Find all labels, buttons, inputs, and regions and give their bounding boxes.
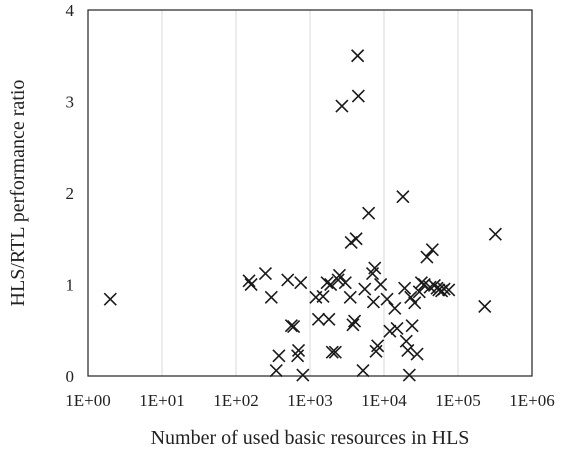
data-point [398, 281, 412, 295]
data-point [244, 277, 258, 292]
data-point [242, 274, 256, 288]
data-point [328, 345, 342, 359]
data-point [343, 290, 357, 304]
data-point [335, 99, 349, 113]
data-point [368, 261, 382, 275]
y-tick-label: 3 [66, 93, 75, 112]
data-point [296, 368, 310, 382]
data-markers [103, 49, 502, 382]
data-point [356, 363, 370, 378]
data-point [331, 273, 345, 287]
plot-area [87, 9, 533, 377]
data-point [311, 312, 325, 326]
y-tick-label: 0 [66, 367, 75, 386]
data-point [420, 250, 434, 264]
vertical-gridlines [161, 10, 459, 376]
data-point [287, 320, 301, 334]
data-point [380, 292, 394, 306]
data-point [371, 339, 385, 353]
x-tick-label: 1E+06 [509, 391, 554, 410]
y-tick-label: 2 [66, 184, 75, 203]
data-point [103, 292, 117, 306]
data-point [347, 314, 362, 328]
y-axis-tick-labels: 0 1 2 3 4 [66, 1, 75, 386]
data-point [401, 343, 415, 357]
data-point [374, 277, 388, 292]
data-point [402, 368, 416, 382]
data-point [281, 273, 295, 287]
x-axis-title: Number of used basic resources in HLS [151, 427, 470, 449]
data-point [291, 343, 306, 357]
data-point [351, 89, 365, 103]
data-point [291, 349, 305, 363]
data-point [358, 282, 372, 296]
data-point [405, 319, 419, 333]
data-point [478, 299, 492, 314]
y-axis-title: HLS/RTL performance ratio [7, 80, 29, 307]
data-point [388, 301, 402, 315]
data-point [316, 289, 330, 303]
data-point [346, 318, 360, 332]
data-point [322, 312, 336, 326]
data-point [284, 319, 298, 333]
y-tick-label: 4 [66, 1, 75, 20]
data-point [362, 206, 376, 220]
x-tick-label: 1E+05 [435, 391, 480, 410]
data-point [404, 290, 418, 304]
data-point [390, 321, 404, 335]
data-point [396, 190, 410, 204]
data-point [425, 243, 439, 257]
data-point [264, 290, 278, 304]
data-point [325, 345, 339, 359]
data-point [338, 276, 352, 290]
x-tick-label: 1E+02 [213, 391, 258, 410]
data-point [383, 324, 397, 338]
data-point [349, 232, 363, 246]
x-tick-label: 1E+00 [65, 391, 110, 410]
x-tick-label: 1E+01 [139, 391, 184, 410]
data-point [258, 266, 273, 281]
data-point [320, 276, 334, 290]
data-point [272, 349, 286, 363]
x-tick-label: 1E+04 [361, 391, 407, 410]
data-point [437, 282, 451, 296]
y-tick-label: 1 [66, 276, 75, 295]
data-point [269, 363, 283, 378]
data-point [488, 227, 502, 241]
x-axis-tick-labels: 1E+00 1E+01 1E+02 1E+03 1E+04 1E+05 1E+06 [65, 391, 554, 410]
data-point [442, 283, 456, 297]
data-point [408, 296, 422, 310]
data-point [332, 268, 347, 282]
data-point [432, 283, 446, 297]
data-point [294, 276, 308, 290]
data-point [412, 285, 426, 299]
data-point [410, 347, 424, 361]
data-point [351, 49, 365, 63]
x-tick-label: 1E+03 [287, 391, 332, 410]
data-point [366, 295, 381, 309]
